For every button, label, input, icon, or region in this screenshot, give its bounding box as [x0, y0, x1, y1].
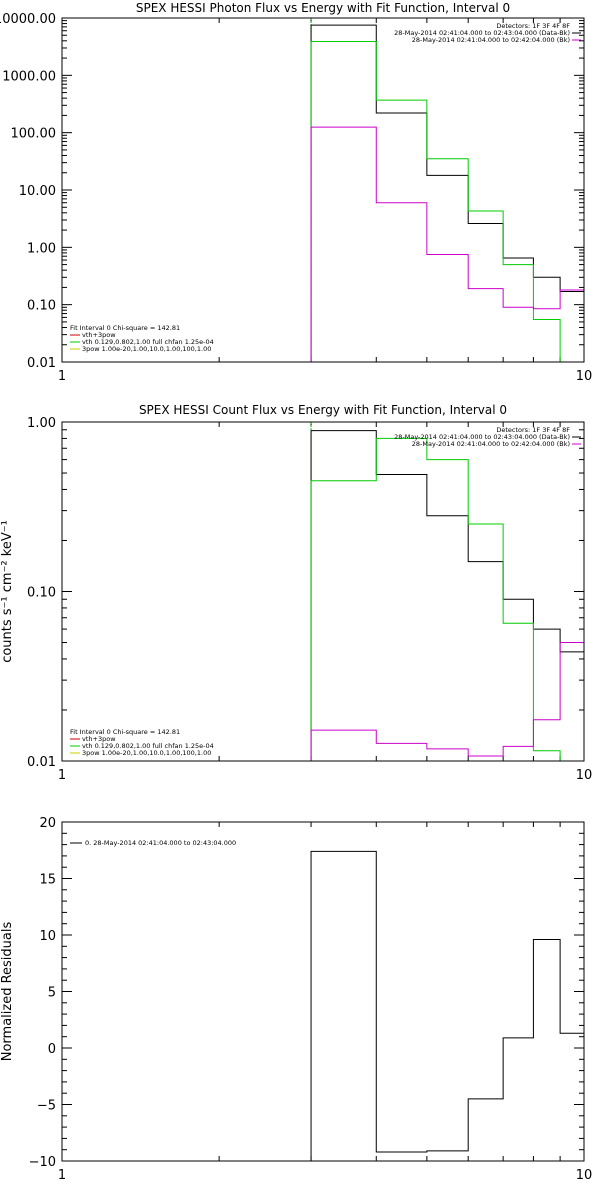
- y-tick-label: −10: [29, 1155, 56, 1170]
- legend-top-entry: Detectors: 1F 3F 4F 8F: [496, 22, 570, 30]
- chart-panel-3: Normalized Residuals 1 10 20 15 10 5 0 −5 −10 0. 2…: [0, 816, 592, 1183]
- legend-bottom-entry: vth 0.129,0.802,1.00 full chfan 1.25e-04: [82, 742, 214, 750]
- legend-bottom-entry: Fit Interval 0 Chi-square = 142.81: [70, 324, 180, 332]
- legend-bottom-entry: vth 0.129,0.802,1.00 full chfan 1.25e-04: [82, 338, 214, 346]
- y-tick-label: 20: [39, 816, 56, 831]
- chart-title: SPEX HESSI Photon Flux vs Energy with Fi…: [136, 1, 510, 15]
- x-tick-label: 1: [58, 1168, 66, 1183]
- plot-frame: [61, 17, 585, 363]
- chart-panel-1: SPEX HESSI Photon Flux vs Energy with Fi…: [0, 1, 593, 384]
- plot-frame: [61, 821, 585, 1162]
- y-tick-label: 0: [48, 1042, 56, 1057]
- legend-bottom-entry: 3pow 1.00e-20,1.00,10.0,1.00,100,1.00: [82, 345, 211, 353]
- legend-bottom-entry: vth+3pow: [82, 735, 116, 743]
- y-tick-label: 1.00: [27, 416, 56, 431]
- y-tick-label: 100.00: [11, 127, 57, 142]
- series-line-2: [310, 437, 584, 761]
- x-tick-label: 10: [576, 369, 593, 384]
- series-line-2: [310, 40, 584, 362]
- y-tick-label: 10000.00: [0, 12, 56, 27]
- y-tick-label: 15: [39, 873, 56, 888]
- legend-top-entry: 0. 28-May-2014 02:41:04.000 to 02:43:04.…: [85, 839, 236, 847]
- legend-bottom-entry: 3pow 1.00e-20,1.00,10.0,1.00,100,1.00: [82, 749, 211, 757]
- y-tick-label: 1000.00: [2, 69, 56, 84]
- y-tick-label: 0.01: [27, 755, 56, 770]
- series-line-3: [310, 126, 584, 362]
- y-tick-label: 0.10: [27, 586, 56, 601]
- legend-bottom-entry: vth+3pow: [82, 331, 116, 339]
- legend-top-entry: 28-May-2014 02:41:04.000 to 02:43:04.000…: [394, 29, 570, 37]
- legend-top-entry: 28-May-2014 02:41:04.000 to 02:42:04.000…: [412, 36, 570, 44]
- y-tick-label: 1.00: [27, 241, 56, 256]
- x-tick-label: 10: [576, 1168, 593, 1183]
- y-axis-label: counts s⁻¹ cm⁻² keV⁻¹: [0, 520, 15, 663]
- y-tick-label: 5: [48, 986, 56, 1001]
- legend-top-entry: Detectors: 1F 3F 4F 8F: [496, 426, 570, 434]
- y-axis-label: Normalized Residuals: [0, 922, 15, 1062]
- y-tick-label: 0.01: [27, 356, 56, 371]
- y-tick-label: 10: [39, 929, 56, 944]
- x-tick-label: 10: [576, 768, 593, 783]
- plot-frame: [61, 421, 585, 762]
- series-line-3: [310, 642, 584, 761]
- legend-bottom-entry: Fit Interval 0 Chi-square = 142.81: [70, 728, 180, 736]
- legend-top-entry: 28-May-2014 02:41:04.000 to 02:43:04.000…: [394, 433, 570, 441]
- series-line-1: [310, 430, 584, 761]
- chart-panel-2: SPEX HESSI Count Flux vs Energy with Fit…: [0, 403, 593, 783]
- x-tick-label: 1: [58, 369, 66, 384]
- y-tick-label: 0.10: [27, 299, 56, 314]
- series-line-1: [310, 24, 584, 362]
- y-tick-label: 10.00: [19, 184, 56, 199]
- x-tick-label: 1: [58, 768, 66, 783]
- chart-title: SPEX HESSI Count Flux vs Energy with Fit…: [139, 403, 507, 417]
- legend-top-entry: 28-May-2014 02:41:04.000 to 02:42:04.000…: [412, 440, 570, 448]
- y-tick-label: −5: [37, 1099, 56, 1114]
- series-line-1: [310, 850, 584, 1161]
